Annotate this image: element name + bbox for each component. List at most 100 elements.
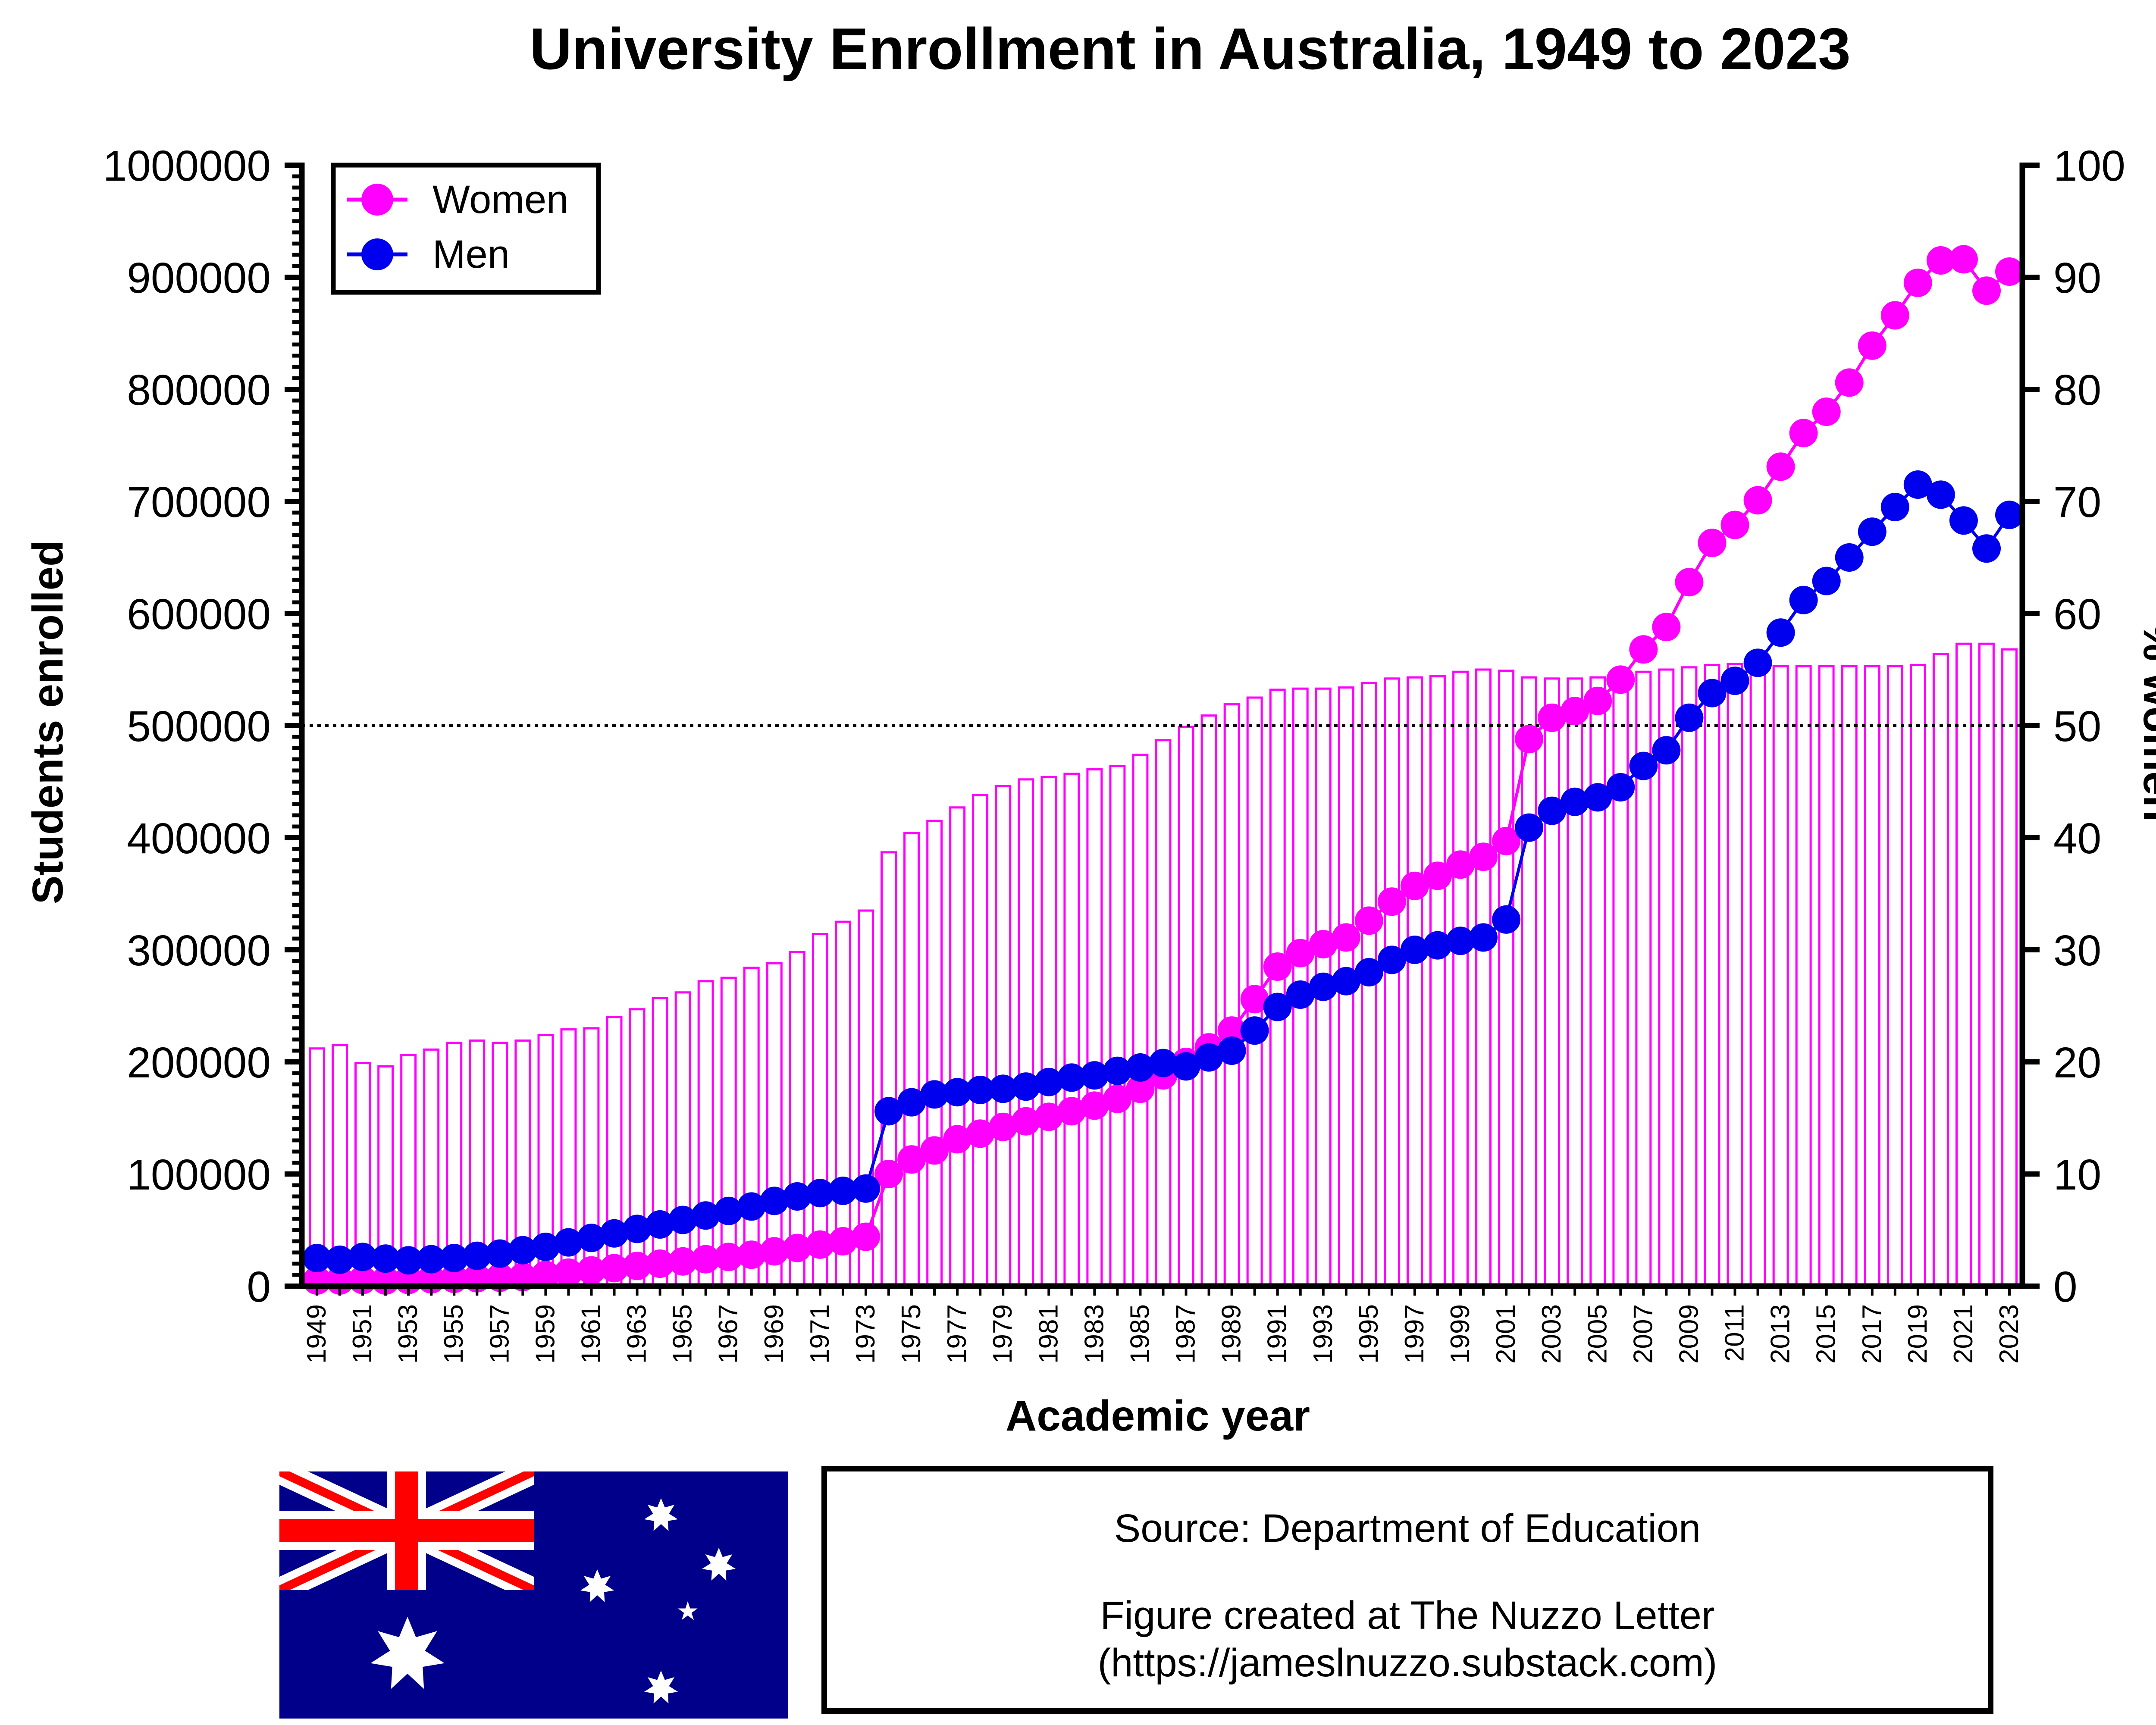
bar-pct-women-1983 bbox=[1086, 768, 1103, 1287]
point-men-2019 bbox=[1903, 470, 1932, 499]
x-tick-label-2003: 2003 bbox=[1537, 1304, 1567, 1364]
y2-axis-label: % women bbox=[2134, 623, 2156, 821]
point-women-2000 bbox=[1469, 842, 1498, 871]
point-women-1972 bbox=[828, 1227, 857, 1255]
point-women-1984 bbox=[1103, 1084, 1132, 1113]
point-men-1972 bbox=[828, 1177, 857, 1205]
point-men-1989 bbox=[1217, 1036, 1246, 1065]
x-tick-label-2005: 2005 bbox=[1583, 1304, 1612, 1364]
bar-pct-women-1967 bbox=[720, 977, 737, 1287]
point-women-1991 bbox=[1263, 952, 1292, 981]
point-women-2022 bbox=[1972, 276, 2001, 305]
x-tick-label-1985: 1985 bbox=[1125, 1304, 1155, 1364]
bar-pct-women-2019 bbox=[1909, 664, 1926, 1287]
point-men-1983 bbox=[1080, 1061, 1109, 1090]
y-tick-label: 600000 bbox=[127, 590, 271, 639]
x-tick-label-1951: 1951 bbox=[348, 1304, 377, 1364]
point-women-1969 bbox=[760, 1237, 789, 1266]
bar-pct-women-2009 bbox=[1681, 666, 1698, 1287]
bar-pct-women-2012 bbox=[1749, 663, 1766, 1287]
bar-pct-women-1999 bbox=[1452, 670, 1469, 1287]
point-men-2018 bbox=[1880, 493, 1909, 521]
point-women-1964 bbox=[646, 1249, 674, 1278]
point-men-1961 bbox=[577, 1224, 606, 1252]
bar-pct-women-1968 bbox=[743, 967, 760, 1287]
x-tick-label-1955: 1955 bbox=[439, 1304, 469, 1364]
bar-pct-women-1986 bbox=[1155, 739, 1172, 1287]
point-women-1967 bbox=[714, 1243, 743, 1271]
x-tick-label-1957: 1957 bbox=[485, 1304, 514, 1364]
point-women-1980 bbox=[1012, 1107, 1040, 1136]
bar-pct-women-1974 bbox=[881, 851, 897, 1287]
bar-pct-women-1982 bbox=[1063, 773, 1080, 1287]
point-women-1992 bbox=[1286, 939, 1315, 967]
point-women-2014 bbox=[1789, 419, 1818, 448]
x-tick-label-2011: 2011 bbox=[1720, 1304, 1750, 1362]
bar-pct-women-1978 bbox=[972, 794, 989, 1287]
x-tick-label-2019: 2019 bbox=[1903, 1304, 1933, 1364]
legend: Women Men bbox=[331, 163, 601, 295]
x-tick-label-2023: 2023 bbox=[1994, 1304, 2024, 1364]
bar-pct-women-2021 bbox=[1955, 642, 1972, 1287]
point-men-1965 bbox=[668, 1205, 697, 1234]
point-men-2021 bbox=[1949, 506, 1978, 535]
bar-pct-women-1997 bbox=[1407, 676, 1423, 1287]
point-men-1964 bbox=[646, 1210, 674, 1239]
point-men-1980 bbox=[1012, 1072, 1040, 1101]
bar-pct-women-2018 bbox=[1887, 665, 1903, 1287]
bar-pct-women-1979 bbox=[995, 785, 1012, 1287]
bar-pct-women-2022 bbox=[1978, 642, 1995, 1287]
x-tick-label-1997: 1997 bbox=[1400, 1304, 1429, 1364]
bar-pct-women-2000 bbox=[1475, 668, 1492, 1287]
bars-group bbox=[309, 642, 2018, 1287]
bar-pct-women-1976 bbox=[926, 820, 943, 1287]
point-women-2002 bbox=[1515, 725, 1544, 754]
point-men-1977 bbox=[943, 1078, 972, 1107]
point-men-1975 bbox=[897, 1088, 926, 1117]
x-tick-label-1991: 1991 bbox=[1263, 1304, 1292, 1364]
australian-flag bbox=[279, 1471, 788, 1719]
y2-tick-label: 0 bbox=[2053, 1263, 2078, 1311]
x-tick-label-1949: 1949 bbox=[302, 1304, 332, 1364]
bar-pct-women-1966 bbox=[697, 980, 714, 1287]
point-men-2007 bbox=[1629, 751, 1658, 780]
point-men-1994 bbox=[1332, 967, 1360, 996]
axes-group: 0100000200000300000400000500000600000700… bbox=[103, 142, 2125, 1364]
bar-pct-women-1971 bbox=[812, 933, 828, 1287]
bar-pct-women-2014 bbox=[1795, 665, 1812, 1287]
point-men-1990 bbox=[1240, 1016, 1269, 1045]
x-tick-label-1965: 1965 bbox=[668, 1304, 698, 1364]
point-men-1950 bbox=[326, 1245, 354, 1274]
x-tick-label-1973: 1973 bbox=[851, 1304, 881, 1364]
x-tick-label-1953: 1953 bbox=[393, 1304, 423, 1364]
point-men-1969 bbox=[760, 1187, 789, 1215]
point-women-1995 bbox=[1354, 906, 1383, 935]
x-tick-label-1995: 1995 bbox=[1354, 1304, 1384, 1364]
point-men-1998 bbox=[1423, 931, 1452, 960]
point-men-1959 bbox=[531, 1233, 560, 1261]
bar-pct-women-2006 bbox=[1612, 675, 1629, 1287]
point-men-1996 bbox=[1377, 945, 1406, 974]
point-women-1978 bbox=[966, 1119, 995, 1148]
point-men-1971 bbox=[805, 1179, 834, 1208]
point-men-1985 bbox=[1126, 1053, 1155, 1082]
point-women-1998 bbox=[1423, 861, 1452, 890]
point-women-2019 bbox=[1903, 269, 1932, 297]
y-axis-label: Students enrolled bbox=[24, 540, 72, 905]
point-women-1996 bbox=[1377, 887, 1406, 916]
bar-pct-women-2020 bbox=[1932, 653, 1949, 1287]
x-tick-label-1999: 1999 bbox=[1445, 1304, 1475, 1364]
point-men-2013 bbox=[1766, 618, 1795, 647]
point-men-1995 bbox=[1354, 958, 1383, 986]
point-women-2001 bbox=[1492, 826, 1521, 855]
bar-pct-women-2004 bbox=[1567, 677, 1583, 1287]
point-women-1962 bbox=[600, 1254, 629, 1283]
bar-pct-women-2003 bbox=[1544, 677, 1561, 1287]
legend-men-marker bbox=[361, 238, 393, 270]
bar-pct-women-1991 bbox=[1269, 689, 1286, 1287]
bar-pct-women-2023 bbox=[2001, 648, 2018, 1287]
point-women-2016 bbox=[1835, 368, 1864, 397]
y2-tick-label: 40 bbox=[2053, 814, 2101, 863]
bar-pct-women-2013 bbox=[1772, 665, 1789, 1287]
point-men-1987 bbox=[1172, 1052, 1200, 1081]
